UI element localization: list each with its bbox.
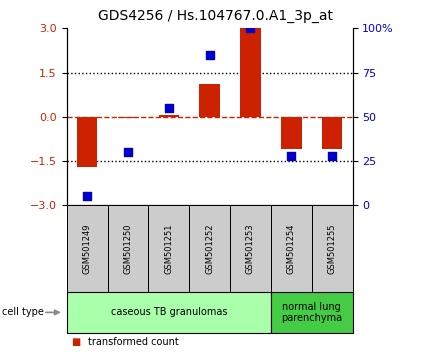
Bar	[159, 115, 179, 117]
Point	[206, 52, 213, 58]
Text: GSM501253: GSM501253	[246, 223, 255, 274]
Text: GSM501250: GSM501250	[123, 223, 132, 274]
Bar	[77, 117, 97, 167]
Bar	[240, 28, 261, 117]
Text: ■: ■	[71, 337, 80, 347]
Text: transformed count: transformed count	[88, 337, 179, 347]
Bar	[200, 84, 220, 117]
Point	[165, 105, 172, 111]
Text: GSM501255: GSM501255	[328, 223, 337, 274]
Text: GSM501251: GSM501251	[164, 223, 173, 274]
Point	[247, 25, 254, 31]
Bar	[118, 117, 138, 118]
Point	[288, 153, 295, 159]
Text: cell type: cell type	[2, 307, 44, 318]
Bar	[322, 117, 342, 149]
Bar	[281, 117, 301, 149]
Point	[83, 194, 91, 199]
Text: normal lung
parenchyma: normal lung parenchyma	[281, 302, 342, 323]
Text: GSM501252: GSM501252	[205, 223, 214, 274]
Text: GSM501254: GSM501254	[287, 223, 296, 274]
Text: caseous TB granulomas: caseous TB granulomas	[111, 307, 227, 318]
Point	[125, 149, 132, 155]
Point	[329, 153, 335, 159]
Text: GDS4256 / Hs.104767.0.A1_3p_at: GDS4256 / Hs.104767.0.A1_3p_at	[98, 9, 332, 23]
Text: GSM501249: GSM501249	[83, 223, 92, 274]
